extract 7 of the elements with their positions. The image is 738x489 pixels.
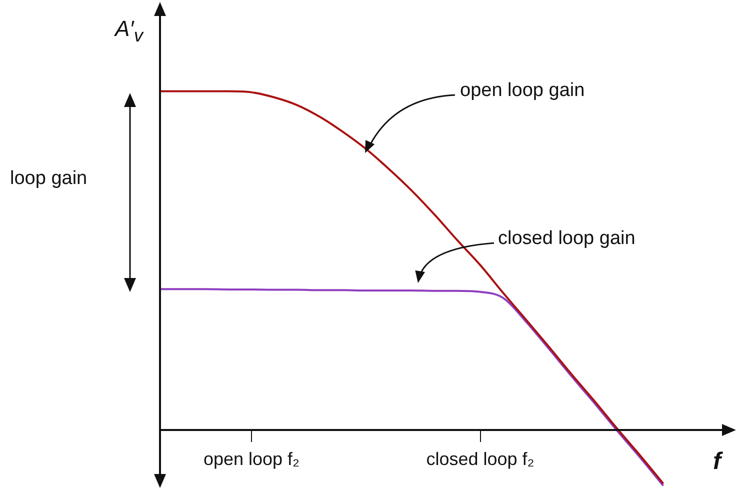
- x-tick-label: open loop f₂: [203, 448, 300, 469]
- x-axis-title: f: [713, 448, 721, 476]
- annotation: closed loop gain: [498, 228, 636, 250]
- y-axis-title: A′$_{v}$: [115, 16, 143, 46]
- text: loop gain: [10, 168, 88, 190]
- x-tick-label: closed loop f₂: [426, 448, 534, 469]
- annotation: open loop gain: [460, 80, 585, 102]
